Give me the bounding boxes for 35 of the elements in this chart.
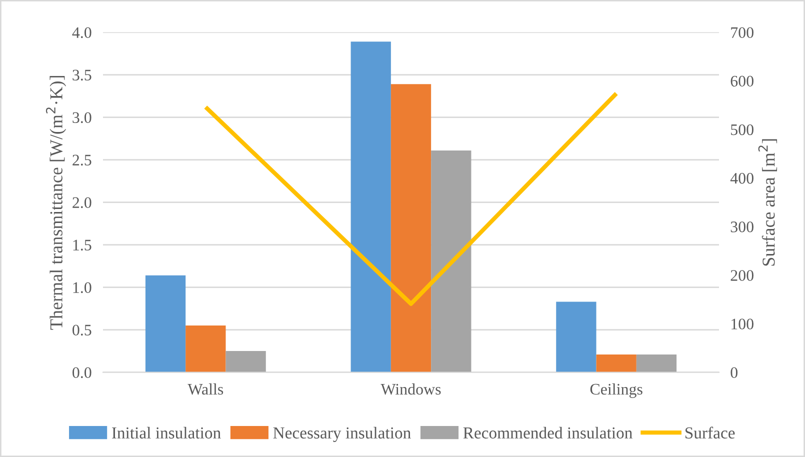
bar — [350, 42, 391, 372]
y-tick-label: 3.0 — [72, 112, 92, 124]
x-tick-label: Walls — [188, 383, 224, 395]
legend-label: Recommended insulation — [463, 426, 632, 439]
y-tick-label: 4.0 — [72, 27, 92, 38]
bar — [390, 84, 432, 372]
bar — [226, 351, 266, 372]
bar — [431, 150, 472, 372]
y2-tick-label: 600 — [730, 76, 754, 87]
y2-tick-label: 500 — [731, 124, 754, 136]
y2-axis-title: Surface area [m$^{2}$] — [758, 139, 778, 266]
y-tick-label: 0.5 — [72, 324, 92, 336]
x-tick-label: Ceilings — [590, 383, 642, 398]
x-tick-label: Windows — [380, 383, 441, 395]
y2-tick-label: 700 — [731, 27, 754, 38]
bar — [596, 354, 636, 372]
y-tick-label: 1.5 — [73, 240, 92, 251]
bar — [636, 354, 677, 372]
y-tick-label: 0.0 — [72, 367, 92, 378]
y-tick-label: 2.0 — [72, 197, 92, 208]
bar — [556, 302, 596, 372]
y2-tick-label: 400 — [730, 172, 754, 184]
y-tick-label: 2.5 — [72, 154, 92, 166]
legend-label: Necessary insulation — [273, 426, 411, 442]
y-tick-label: 1.0 — [73, 282, 92, 294]
y2-tick-label: 200 — [730, 270, 754, 281]
y-axis-title: Thermal transmittance [W/(m$^{2}$·K)] — [46, 76, 66, 330]
y2-tick-label: 100 — [732, 318, 754, 330]
bar — [186, 326, 226, 372]
y-tick-label: 3.5 — [72, 70, 92, 81]
y2-tick-label: 0 — [730, 367, 738, 378]
legend-label: Initial insulation — [112, 426, 221, 439]
legend-label: Surface — [685, 426, 735, 439]
bar — [145, 275, 186, 372]
y2-tick-label: 300 — [730, 222, 754, 232]
